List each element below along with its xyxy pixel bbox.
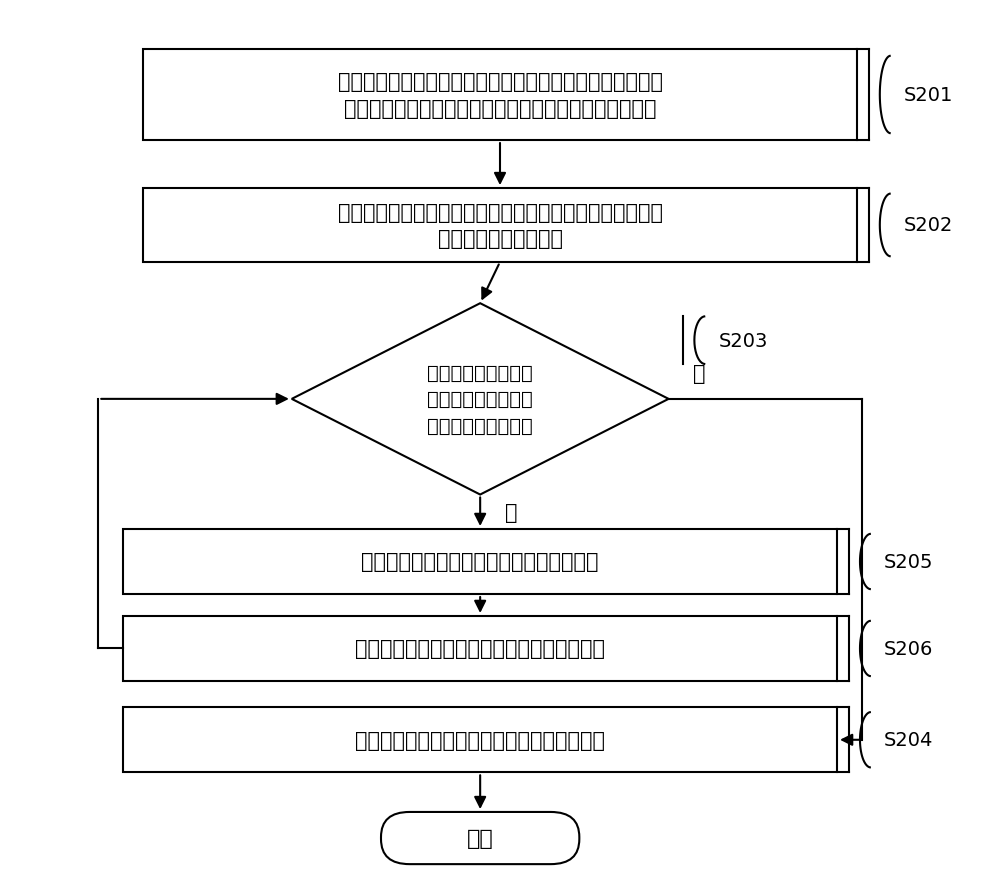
FancyBboxPatch shape (123, 708, 837, 773)
Text: 是: 是 (505, 503, 517, 522)
Text: S205: S205 (884, 553, 933, 571)
Text: 确定所述业务数据的操作时间到获取所述业务数据的当前系
统时间之间的时间间距: 确定所述业务数据的操作时间到获取所述业务数据的当前系 统时间之间的时间间距 (338, 203, 662, 249)
Text: 结束: 结束 (467, 828, 494, 848)
FancyBboxPatch shape (123, 617, 837, 681)
FancyBboxPatch shape (381, 812, 579, 864)
Text: 确定所述业务数据超时，并获取下个业务数据: 确定所述业务数据超时，并获取下个业务数据 (355, 638, 605, 659)
Text: 确定所述业务数据满足预设的超时业务条件: 确定所述业务数据满足预设的超时业务条件 (361, 552, 599, 572)
FancyBboxPatch shape (143, 189, 857, 262)
Text: 获取终端中存储的当前业务数据，其中，所述业务数据按照
该业务数据的操作时间在所述终端中以链表形式进行存储: 获取终端中存储的当前业务数据，其中，所述业务数据按照 该业务数据的操作时间在所述… (338, 72, 662, 118)
Polygon shape (292, 303, 669, 495)
Text: 确定所述业务数据不满足预设的超时业务条件: 确定所述业务数据不满足预设的超时业务条件 (355, 730, 605, 750)
Text: S204: S204 (884, 731, 933, 750)
Text: S206: S206 (884, 639, 933, 659)
FancyBboxPatch shape (143, 50, 857, 141)
Text: S203: S203 (718, 332, 768, 350)
Text: 否: 否 (693, 364, 706, 384)
Text: S201: S201 (904, 86, 953, 105)
FancyBboxPatch shape (123, 530, 837, 595)
Text: 判断所述时间间距是
否超过预设的超时业
务条件中的时间阈值: 判断所述时间间距是 否超过预设的超时业 务条件中的时间阈值 (427, 363, 533, 435)
Text: S202: S202 (904, 217, 953, 235)
